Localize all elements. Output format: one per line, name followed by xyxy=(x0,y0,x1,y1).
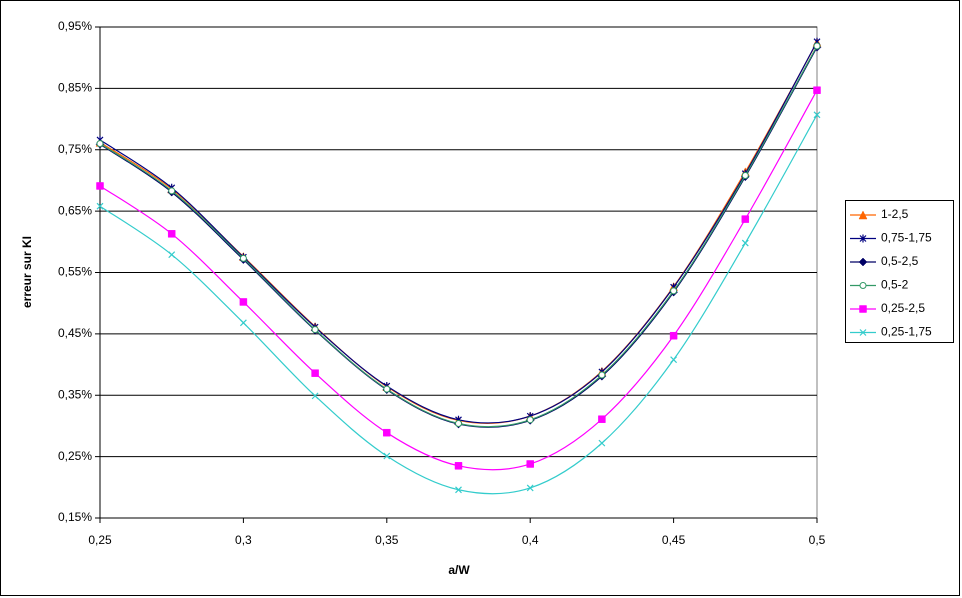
x-tick-label: 0,45 xyxy=(662,533,686,547)
y-tick-label: 0,75% xyxy=(58,142,92,156)
data-point xyxy=(168,251,176,259)
y-tick-label: 0,35% xyxy=(58,387,92,401)
data-point xyxy=(311,326,319,334)
x-tick-label: 0,4 xyxy=(522,533,539,547)
legend-label: 0,75-1,75 xyxy=(881,231,932,245)
data-point xyxy=(454,462,463,470)
x-tick-label: 0,25 xyxy=(88,533,112,547)
data-point xyxy=(526,416,534,424)
y-tick-label: 0,95% xyxy=(58,19,92,33)
data-point xyxy=(813,86,821,94)
legend-marker xyxy=(858,257,868,267)
data-point xyxy=(670,356,678,364)
series-line xyxy=(99,41,818,424)
data-point xyxy=(96,140,104,148)
data-point xyxy=(239,298,248,306)
data-point xyxy=(96,202,104,210)
x-axis-title: a/W xyxy=(448,563,470,577)
data-point xyxy=(813,111,821,119)
legend-marker xyxy=(859,234,867,243)
data-point xyxy=(167,230,176,238)
legend-label: 0,25-1,75 xyxy=(881,325,932,339)
data-point xyxy=(813,42,821,50)
legend xyxy=(845,200,954,343)
data-point xyxy=(168,187,176,195)
data-point xyxy=(741,239,749,247)
legend-label: 0,5-2 xyxy=(881,278,909,292)
data-point xyxy=(383,428,391,437)
data-point xyxy=(669,331,678,340)
data-point xyxy=(741,215,750,223)
data-point xyxy=(741,172,749,179)
data-point xyxy=(311,369,319,377)
data-point xyxy=(239,254,247,262)
y-tick-label: 0,85% xyxy=(58,81,92,95)
data-point xyxy=(383,385,391,393)
series-line xyxy=(99,114,818,495)
data-point xyxy=(96,182,104,190)
data-point xyxy=(239,319,247,327)
data-point xyxy=(670,287,678,295)
y-tick-label: 0,65% xyxy=(58,203,92,217)
data-point xyxy=(455,420,463,427)
series-line xyxy=(99,45,818,428)
series-line xyxy=(99,89,818,471)
legend-label: 0,5-2,5 xyxy=(881,254,919,268)
data-point xyxy=(526,460,534,468)
legend-marker xyxy=(859,329,867,336)
legend-marker xyxy=(858,210,868,220)
y-axis-title: erreur sur KI xyxy=(20,236,34,308)
data-point xyxy=(455,486,462,494)
legend-label: 1-2,5 xyxy=(881,207,909,221)
x-tick-label: 0,35 xyxy=(375,533,399,547)
data-point xyxy=(383,452,391,460)
legend-label: 0,25-2,5 xyxy=(881,301,925,315)
y-tick-label: 0,15% xyxy=(58,510,92,524)
legend-marker xyxy=(859,305,867,313)
y-tick-label: 0,55% xyxy=(58,265,92,279)
x-tick-label: 0,3 xyxy=(235,533,252,547)
data-point xyxy=(598,439,606,447)
y-tick-label: 0,45% xyxy=(58,326,92,340)
y-tick-label: 0,25% xyxy=(58,449,92,463)
data-point xyxy=(311,392,319,400)
x-tick-label: 0,5 xyxy=(809,533,826,547)
legend-marker xyxy=(859,282,867,289)
data-point xyxy=(598,371,606,379)
data-point xyxy=(526,484,534,492)
data-point xyxy=(598,415,606,423)
